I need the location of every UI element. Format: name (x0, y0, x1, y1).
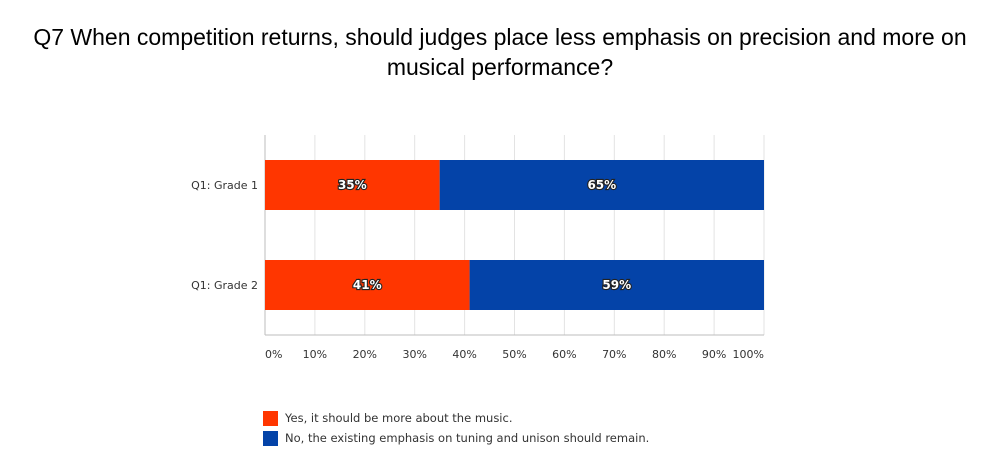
data-label: 35% (338, 178, 367, 192)
bar-segment[interactable] (439, 160, 764, 210)
category-label: Q1: Grade 2 (191, 279, 258, 292)
legend-label-no: No, the existing emphasis on tuning and … (285, 431, 650, 445)
legend-swatch-yes (263, 410, 278, 426)
data-label: 41% (353, 278, 382, 292)
category-label: Q1: Grade 1 (191, 179, 258, 192)
x-tick-label: 0% (265, 348, 282, 361)
legend-swatch-no (263, 430, 278, 446)
legend-item-no[interactable]: No, the existing emphasis on tuning and … (263, 428, 649, 448)
x-tick-label: 50% (502, 348, 526, 361)
legend: Yes, it should be more about the music. … (263, 408, 649, 448)
x-tick-label: 40% (452, 348, 476, 361)
x-tick-label: 30% (402, 348, 426, 361)
data-label: 59% (602, 278, 631, 292)
bar-segment[interactable] (469, 260, 764, 310)
data-label: 65% (587, 178, 616, 192)
legend-label-yes: Yes, it should be more about the music. (285, 411, 513, 425)
x-tick-label: 80% (652, 348, 676, 361)
x-tick-label: 100% (733, 348, 764, 361)
x-tick-label: 10% (303, 348, 327, 361)
x-tick-label: 60% (552, 348, 576, 361)
x-tick-label: 20% (353, 348, 377, 361)
bar-segment[interactable] (265, 260, 470, 310)
chart-title: Q7 When competition returns, should judg… (33, 24, 967, 80)
x-tick-label: 70% (602, 348, 626, 361)
bar-segment[interactable] (265, 160, 440, 210)
x-tick-label: 90% (702, 348, 726, 361)
legend-item-yes[interactable]: Yes, it should be more about the music. (263, 408, 649, 428)
